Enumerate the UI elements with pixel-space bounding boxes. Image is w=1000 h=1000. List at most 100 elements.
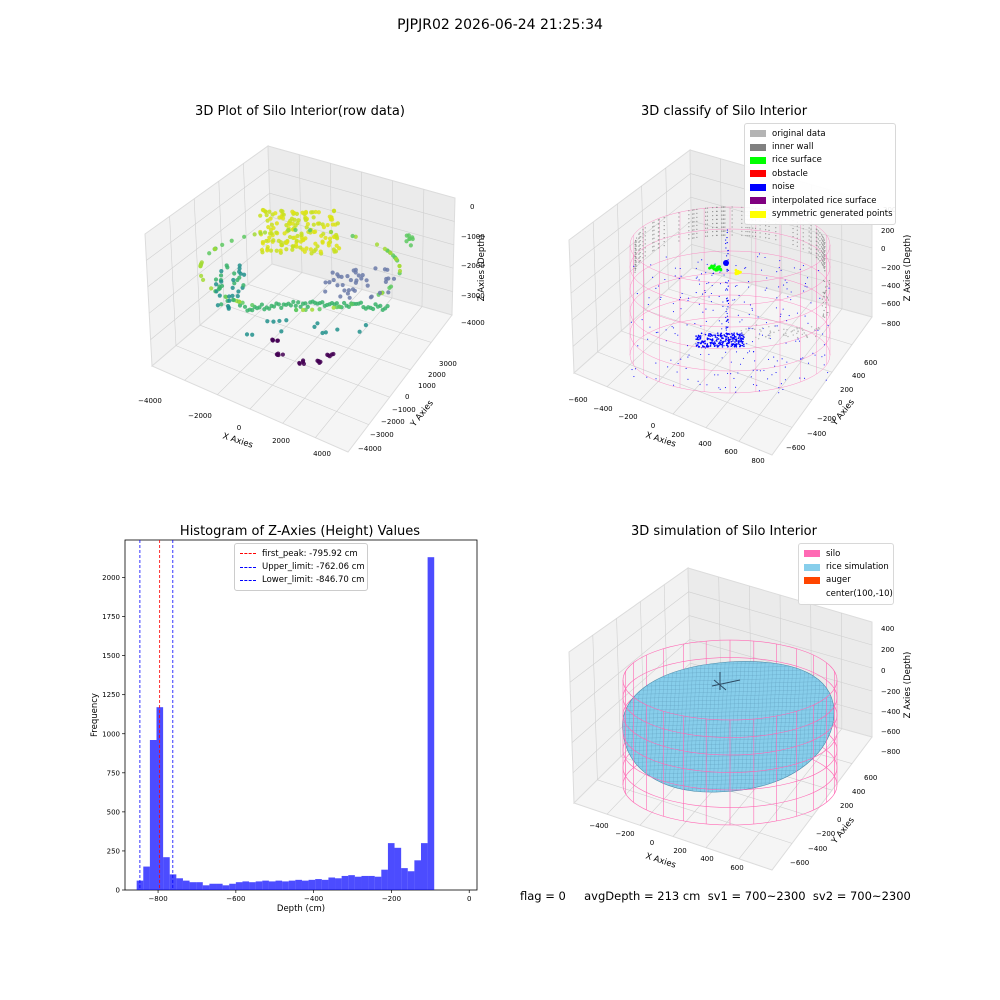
classify-point [817, 329, 819, 331]
histogram-bar [315, 879, 322, 890]
raw-point [331, 351, 336, 357]
sim-xtick: 400 [700, 855, 713, 863]
classify-point [705, 223, 707, 225]
classify-point [731, 230, 733, 232]
raw-point [369, 294, 374, 299]
classify-point [804, 283, 807, 285]
classify-point [639, 256, 641, 258]
raw-point [284, 223, 289, 228]
classify-point [725, 242, 727, 245]
classify-point [823, 266, 825, 268]
classify-point [725, 351, 727, 353]
classify-point [812, 352, 814, 354]
histogram-plot: −800 −600 −400 −200 0 0 250 500 750 1000 1250 1500… [90, 539, 478, 914]
classify-point [709, 345, 712, 347]
classify-point [786, 361, 788, 363]
classify-point [706, 344, 709, 346]
raw-point [303, 209, 309, 215]
classify-point [706, 263, 708, 265]
classify-point [708, 337, 710, 340]
classify-point [802, 228, 804, 230]
classify-point [728, 339, 731, 341]
classify-point [723, 234, 725, 236]
classify-point [642, 253, 644, 255]
classify-point [663, 220, 665, 223]
classify-point [720, 210, 723, 212]
classify-point [796, 332, 798, 335]
histogram-ytick-label: 1250 [102, 691, 120, 699]
raw-point [296, 300, 301, 305]
classify-point [715, 226, 718, 228]
classify-point [674, 275, 676, 277]
classify-point [674, 267, 676, 269]
raw-point [370, 306, 376, 312]
cls-ztick: 200 [881, 227, 894, 235]
classify-point [821, 239, 824, 241]
classify-point [818, 269, 820, 272]
classify-point [688, 214, 690, 216]
legend-item: first_peak: -795.92 cm [240, 547, 362, 560]
classify-point [759, 328, 761, 331]
classify-point [706, 211, 709, 213]
classify-point [635, 249, 638, 251]
classify-point [797, 330, 799, 332]
classify-point [706, 231, 709, 233]
classify-point [732, 299, 734, 301]
classify-point [738, 271, 741, 275]
classify-point [744, 267, 746, 269]
classify-point [644, 243, 646, 245]
raw-ztick: −2000 [461, 262, 485, 270]
classify-point [695, 267, 697, 269]
classify-point [791, 330, 794, 332]
classify-point [727, 336, 729, 339]
classify-point [735, 343, 738, 345]
classify-point [658, 239, 660, 241]
raw-data-points [198, 207, 415, 366]
classify-point [719, 388, 721, 390]
classify-point [693, 225, 695, 227]
raw-point [217, 293, 222, 298]
raw-point [404, 233, 409, 238]
histogram-bars [136, 557, 435, 890]
classify-point [784, 366, 786, 368]
classify-point [799, 268, 801, 270]
sim-ztick: 400 [881, 625, 894, 633]
raw-point [290, 209, 295, 214]
classify-point [803, 332, 805, 334]
classify-point [825, 302, 827, 304]
histogram-xtick-label: −200 [382, 895, 401, 903]
classify-point [751, 309, 753, 311]
classify-point [821, 251, 824, 253]
classify-point [705, 215, 707, 217]
raw-point [299, 231, 304, 236]
classify-point [720, 230, 723, 232]
classify-point [734, 341, 736, 343]
classify-point [819, 252, 821, 254]
raw-point [350, 233, 355, 239]
classify-point [823, 242, 825, 244]
raw-point [317, 221, 322, 226]
classify-point [738, 334, 741, 337]
classify-point [679, 296, 682, 298]
classify-point [641, 319, 643, 321]
classify-point [660, 296, 662, 298]
histogram-bar [255, 881, 263, 890]
classify-point [754, 235, 757, 237]
raw-point [269, 231, 274, 236]
classify-point [775, 235, 777, 237]
raw-point [404, 239, 409, 244]
classify-point [790, 299, 792, 301]
classify-point [823, 259, 825, 261]
classify-point [822, 240, 824, 242]
classify-point [631, 369, 633, 371]
raw-ytick: −1000 [392, 406, 416, 414]
classify-point [787, 296, 789, 298]
classify-point [691, 233, 694, 235]
classify-point [814, 329, 816, 331]
classify-point [816, 233, 818, 235]
histogram-bar [182, 880, 190, 890]
raw-point [318, 249, 323, 254]
classify-point [799, 377, 801, 379]
raw-point [285, 239, 290, 244]
classify-point [658, 231, 660, 233]
